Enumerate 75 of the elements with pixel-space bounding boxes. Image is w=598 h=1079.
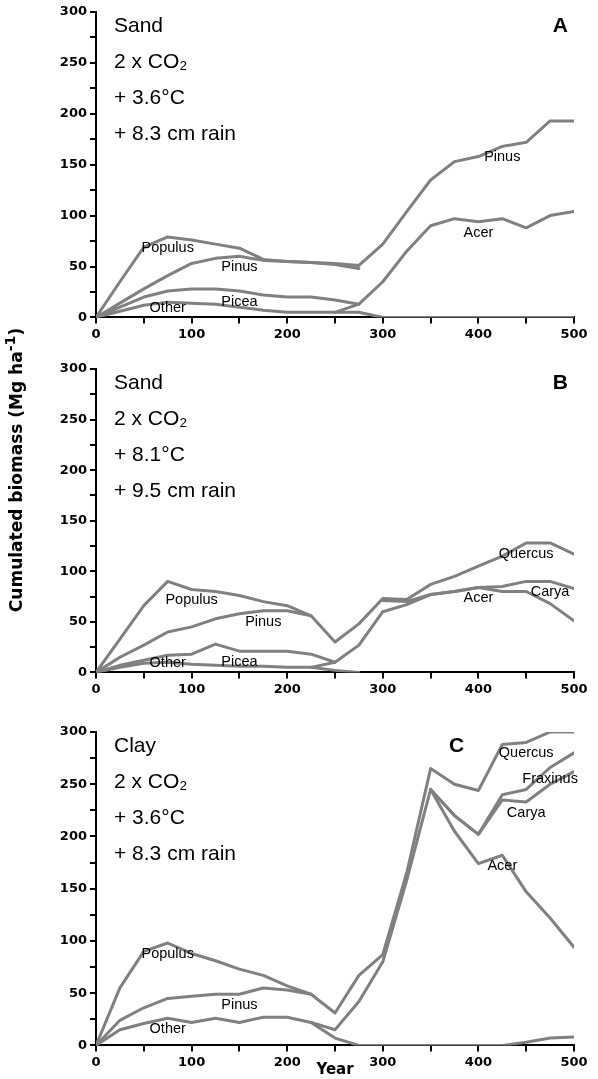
annotation: 2 x CO₂	[114, 769, 188, 793]
chart-title: A	[552, 13, 568, 37]
y-tick-label: 300	[59, 360, 87, 376]
annotation: Sand	[114, 370, 164, 394]
x-tick-label: 500	[560, 325, 588, 341]
y-tick-label: 150	[59, 512, 87, 528]
x-tick-label: 300	[369, 325, 397, 341]
annotation: Clay	[114, 733, 157, 757]
y-tick-label: 100	[59, 206, 87, 222]
annotation: Acer	[463, 589, 494, 606]
annotation: Picea	[221, 653, 259, 670]
y-tick-label: 200	[59, 461, 87, 477]
annotation: Carya	[530, 583, 571, 600]
x-tick-label: 500	[560, 1053, 588, 1069]
y-tick-label: 100	[59, 932, 87, 948]
x-tick-label: 400	[464, 680, 492, 696]
y-tick-label: 200	[59, 827, 87, 843]
x-tick-label: 0	[91, 325, 101, 341]
annotation: Pinus	[221, 996, 258, 1013]
y-tick-label: 50	[68, 613, 87, 629]
x-tick-label: 400	[464, 1053, 492, 1069]
x-tick-label: 300	[369, 1053, 397, 1069]
annotation: Populus	[141, 945, 194, 962]
y-tick-label: 200	[59, 105, 87, 121]
y-tick-label: 300	[59, 723, 87, 739]
chart-title: B	[552, 370, 568, 394]
y-tick-label: 50	[68, 984, 87, 1000]
y-tick-label: 0	[77, 663, 87, 679]
annotation: Pinus	[221, 258, 258, 275]
x-tick-label: 500	[560, 680, 588, 696]
annotation: Other	[149, 299, 186, 316]
annotation: Other	[149, 1020, 186, 1037]
x-axis-title: Year	[315, 1059, 355, 1078]
y-tick-label: 300	[59, 3, 87, 19]
y-tick-label: 250	[59, 775, 87, 791]
annotation: Quercus	[498, 544, 554, 561]
annotation: Populus	[165, 591, 218, 608]
x-tick-label: 0	[91, 1053, 101, 1069]
annotation: + 9.5 cm rain	[114, 478, 236, 502]
annotation: Pinus	[484, 148, 521, 165]
annotation: 2 x CO₂	[114, 406, 188, 430]
y-tick-label: 250	[59, 410, 87, 426]
annotation: Quercus	[498, 744, 554, 761]
y-tick-label: 100	[59, 562, 87, 578]
x-tick-label: 200	[273, 1053, 301, 1069]
annotation: + 3.6°C	[114, 805, 185, 829]
annotation: Acer	[463, 223, 494, 240]
chart-title: C	[448, 733, 465, 757]
annotation: Sand	[114, 13, 164, 37]
annotation: Populus	[141, 238, 194, 255]
annotation: Other	[149, 654, 186, 671]
x-tick-label: 100	[178, 680, 206, 696]
y-tick-label: 150	[59, 156, 87, 172]
x-tick-label: 300	[369, 680, 397, 696]
x-tick-label: 400	[464, 325, 492, 341]
x-tick-label: 200	[273, 680, 301, 696]
y-tick-label: 50	[68, 257, 87, 273]
annotation: 2 x CO₂	[114, 49, 188, 73]
y-tick-label: 250	[59, 54, 87, 70]
x-tick-label: 100	[178, 325, 206, 341]
y-tick-label: 0	[77, 1036, 87, 1052]
x-tick-label: 200	[273, 325, 301, 341]
annotation: Pinus	[245, 612, 282, 629]
annotation: Fraxinus	[522, 769, 578, 786]
annotation: + 8.3 cm rain	[114, 841, 236, 865]
annotation: + 8.1°C	[114, 442, 185, 466]
y-tick-label: 0	[77, 308, 87, 324]
x-tick-label: 100	[178, 1053, 206, 1069]
annotation: + 3.6°C	[114, 85, 185, 109]
annotation: Picea	[221, 292, 259, 309]
x-tick-label: 0	[91, 680, 101, 696]
annotation: Acer	[487, 857, 518, 874]
annotation: + 8.3 cm rain	[114, 121, 236, 145]
annotation: Carya	[506, 803, 547, 820]
y-tick-label: 150	[59, 880, 87, 896]
